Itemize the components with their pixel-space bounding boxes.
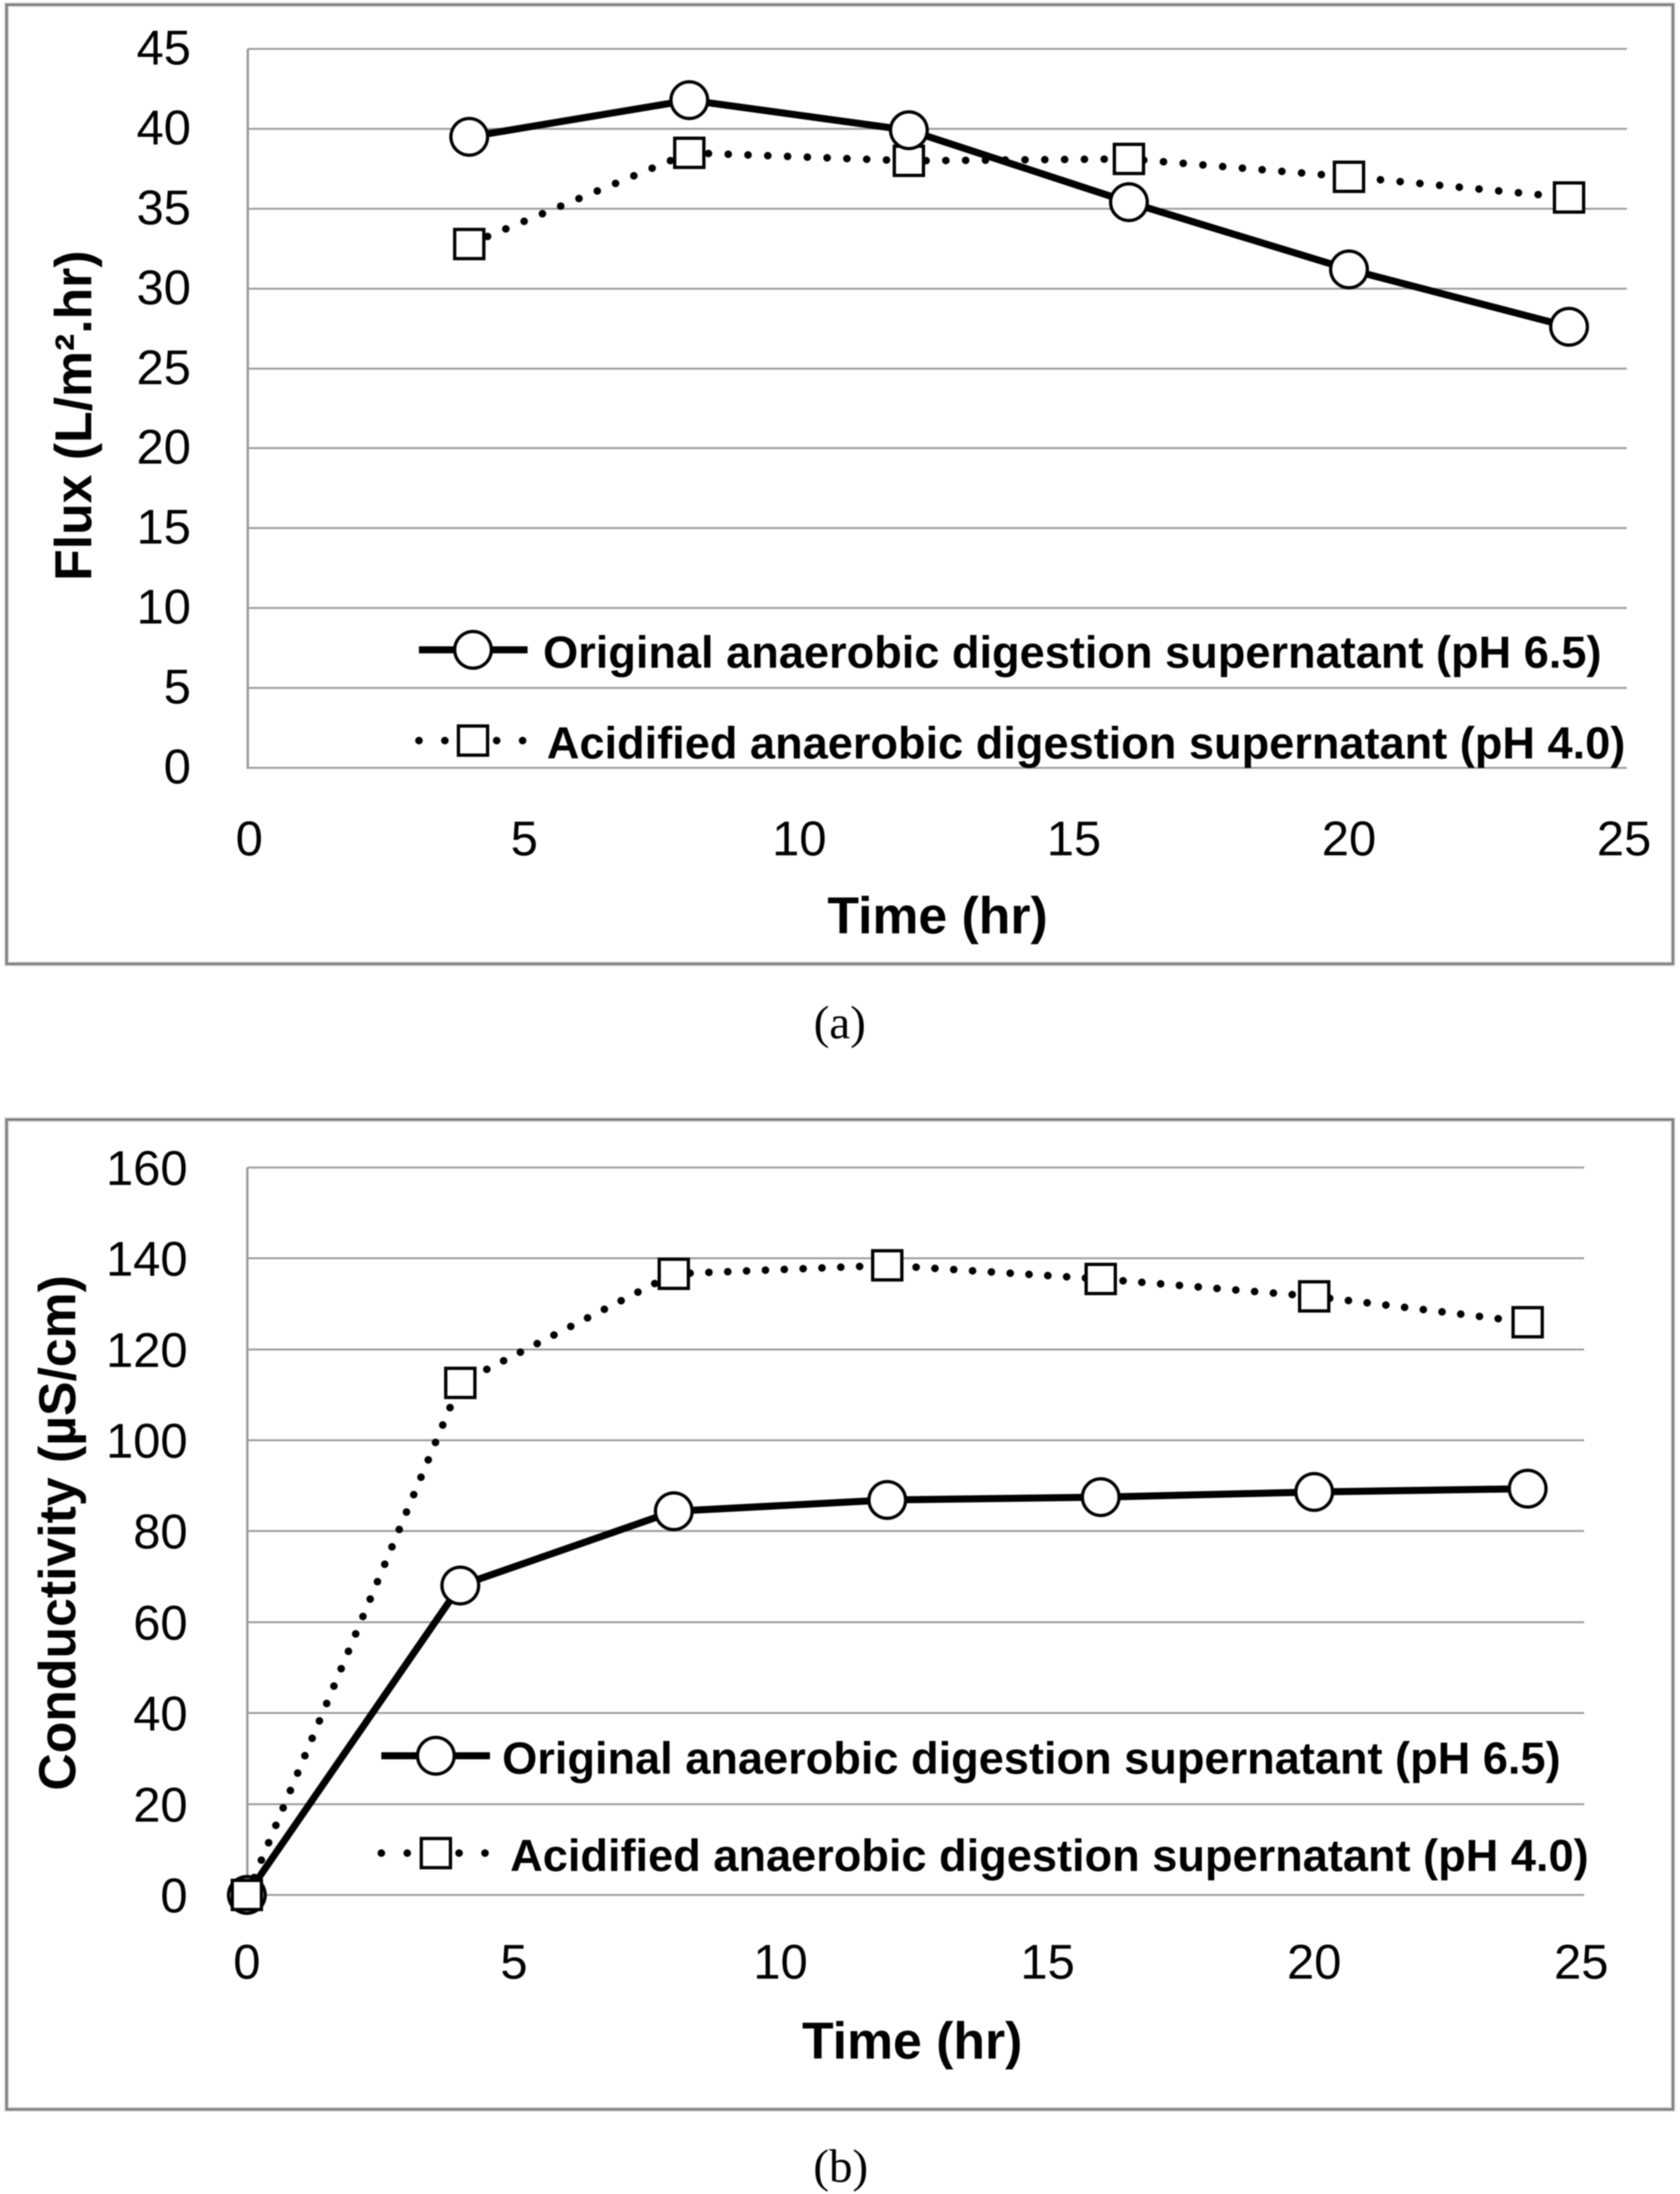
svg-text:Original anaerobic digestion s: Original anaerobic digestion supernatant… (502, 1733, 1561, 1784)
svg-text:25: 25 (1554, 1935, 1609, 1989)
svg-text:Flux (L/m².hr): Flux (L/m².hr) (45, 251, 103, 581)
svg-text:Time (hr): Time (hr) (802, 2012, 1023, 2070)
svg-text:5: 5 (500, 1935, 528, 1989)
svg-text:Acidified anaerobic digestion: Acidified anaerobic digestion supernatan… (510, 1831, 1589, 1881)
svg-text:5: 5 (511, 812, 538, 866)
svg-text:10: 10 (772, 812, 827, 866)
svg-text:40: 40 (136, 101, 191, 155)
svg-text:25: 25 (136, 340, 191, 395)
svg-text:Original anaerobic digestion s: Original anaerobic digestion supernatant… (543, 627, 1601, 678)
svg-text:40: 40 (133, 1687, 188, 1741)
svg-text:10: 10 (753, 1935, 808, 1989)
svg-text:15: 15 (136, 500, 191, 554)
svg-text:45: 45 (136, 21, 191, 75)
svg-text:20: 20 (1287, 1935, 1341, 1989)
svg-text:100: 100 (106, 1414, 188, 1468)
svg-text:Acidified anaerobic digestion: Acidified anaerobic digestion supernatan… (547, 718, 1625, 768)
svg-text:(a): (a) (814, 996, 866, 1049)
svg-text:10: 10 (136, 580, 191, 634)
svg-text:15: 15 (1020, 1935, 1075, 1989)
svg-text:60: 60 (133, 1596, 188, 1650)
svg-text:(b): (b) (813, 2140, 868, 2192)
svg-text:0: 0 (236, 812, 263, 866)
svg-text:140: 140 (106, 1232, 188, 1286)
svg-text:Conductivity (µS/cm): Conductivity (µS/cm) (29, 1275, 87, 1791)
svg-text:0: 0 (164, 740, 191, 794)
svg-text:120: 120 (106, 1323, 188, 1378)
svg-text:80: 80 (133, 1505, 188, 1559)
svg-text:160: 160 (106, 1141, 188, 1196)
svg-text:5: 5 (164, 660, 191, 714)
svg-text:15: 15 (1047, 812, 1101, 866)
svg-text:20: 20 (133, 1778, 188, 1832)
svg-text:20: 20 (136, 420, 191, 474)
svg-text:0: 0 (233, 1935, 260, 1989)
svg-text:0: 0 (160, 1869, 188, 1923)
svg-text:Time (hr): Time (hr) (828, 887, 1048, 945)
svg-text:20: 20 (1322, 812, 1376, 866)
svg-text:35: 35 (136, 181, 191, 235)
svg-text:30: 30 (136, 260, 191, 315)
svg-text:25: 25 (1597, 812, 1651, 866)
